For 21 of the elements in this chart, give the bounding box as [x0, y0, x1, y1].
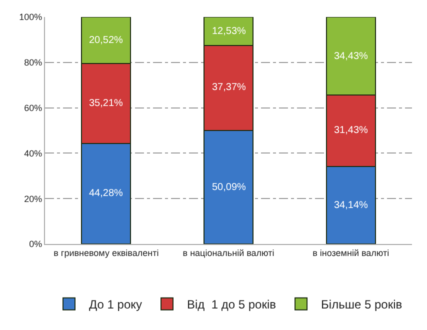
legend-label: До 1 року	[89, 298, 142, 312]
x-tick-label: в іноземній валюті	[312, 248, 390, 258]
y-tick-label: 80%	[24, 58, 42, 68]
data-label: 34,43%	[334, 51, 368, 62]
y-tick-label: 100%	[19, 12, 42, 22]
data-label: 37,37%	[212, 82, 246, 93]
data-label: 34,14%	[334, 200, 368, 211]
data-label: 12,53%	[212, 26, 246, 37]
y-tick-label: 60%	[24, 102, 42, 113]
y-tick-label: 20%	[24, 194, 42, 204]
y-tick-label: 0%	[29, 239, 42, 250]
data-label: 50,09%	[212, 182, 246, 193]
x-tick-label: в національній валюті	[182, 248, 274, 258]
legend-label: Більше 5 років	[321, 298, 402, 312]
data-label: 44,28%	[89, 188, 124, 199]
data-label: 20,52%	[89, 35, 124, 46]
data-label: 35,21%	[89, 98, 124, 109]
y-tick-label: 40%	[24, 148, 42, 158]
legend-label: Від 1 до 5 років	[187, 298, 276, 312]
data-label: 31,43%	[334, 125, 368, 136]
x-tick-label: в гривневому еквіваленті	[54, 248, 159, 258]
